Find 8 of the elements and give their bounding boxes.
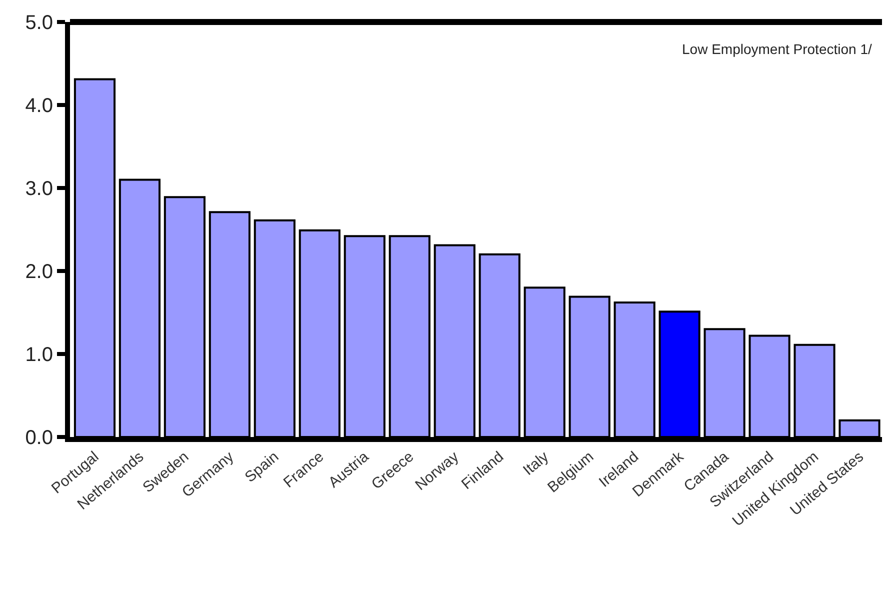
y-tick-label: 3.0: [25, 178, 53, 200]
y-tick-label: 2.0: [25, 261, 53, 283]
y-tick-label: 1.0: [25, 344, 53, 366]
y-tick-label: 4.0: [25, 95, 53, 117]
y-tick-label: 5.0: [25, 12, 53, 34]
y-tick-label: 0.0: [25, 427, 53, 449]
annotation: Low Employment Protection 1/: [682, 41, 872, 57]
x-tick-label: Italy: [520, 448, 552, 479]
